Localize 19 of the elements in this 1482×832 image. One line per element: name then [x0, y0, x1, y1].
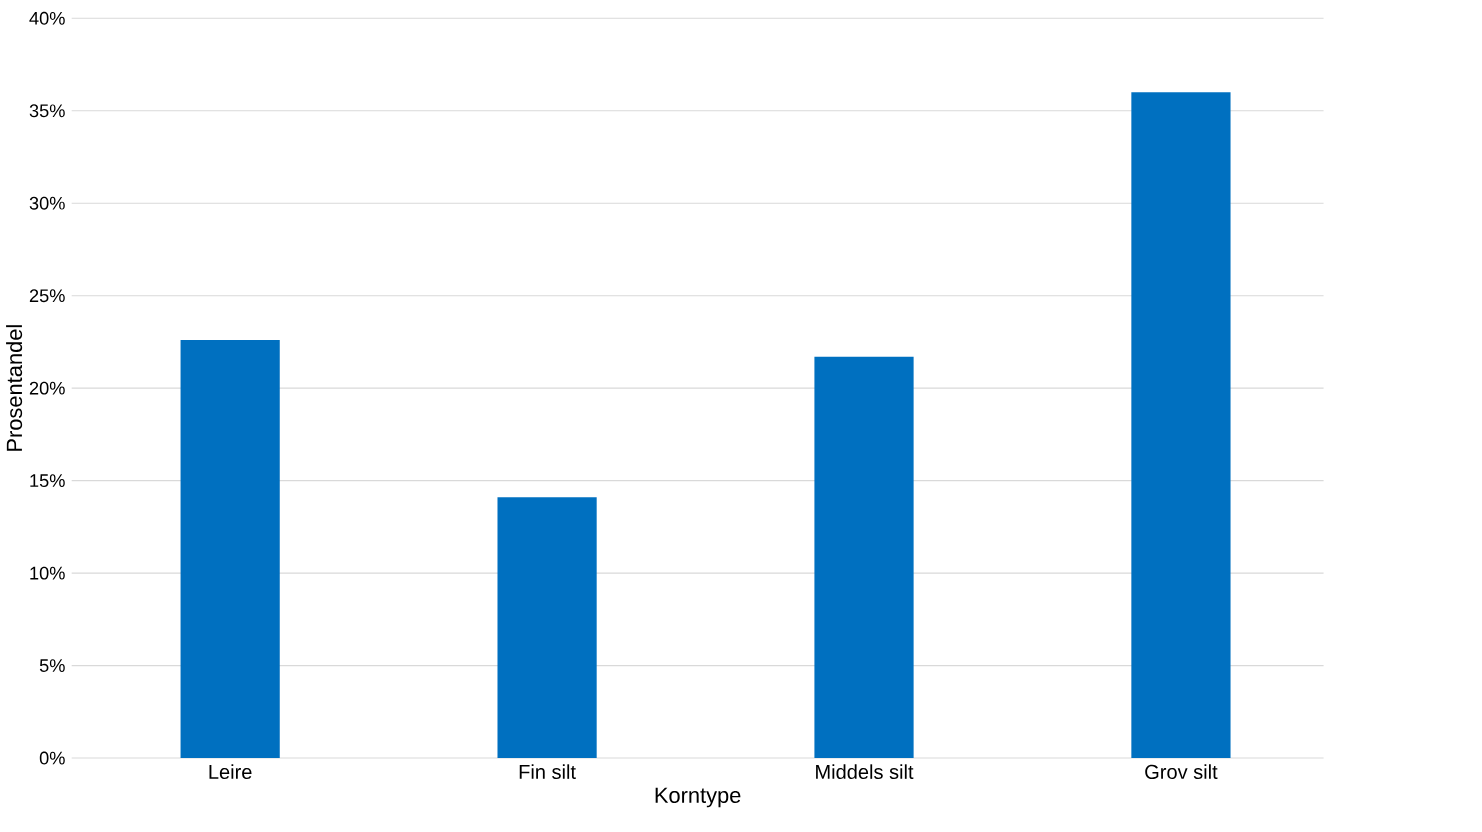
- x-axis-title: Korntype: [655, 787, 741, 808]
- y-tick-label: 5%: [39, 659, 65, 672]
- x-tick-label: Leire: [209, 764, 252, 779]
- y-tick-label: 0%: [39, 751, 65, 765]
- bar: [1131, 92, 1231, 758]
- y-tick-label: 40%: [29, 11, 65, 25]
- y-axis-title: Prosentandel: [6, 325, 23, 451]
- y-tick-label: 25%: [29, 289, 65, 303]
- bar: [180, 340, 280, 758]
- y-tick-label: 10%: [30, 566, 65, 580]
- x-tick-label: Middels silt: [816, 764, 914, 779]
- y-tick-label: 15%: [30, 474, 65, 487]
- x-tick-label: Fin silt: [519, 764, 576, 779]
- y-tick-label: 20%: [29, 381, 65, 395]
- y-tick-label: 35%: [29, 104, 65, 118]
- bar: [497, 497, 597, 758]
- bar: [814, 356, 914, 758]
- y-tick-label: 30%: [29, 196, 65, 210]
- x-tick-label: Grov silt: [1145, 764, 1218, 779]
